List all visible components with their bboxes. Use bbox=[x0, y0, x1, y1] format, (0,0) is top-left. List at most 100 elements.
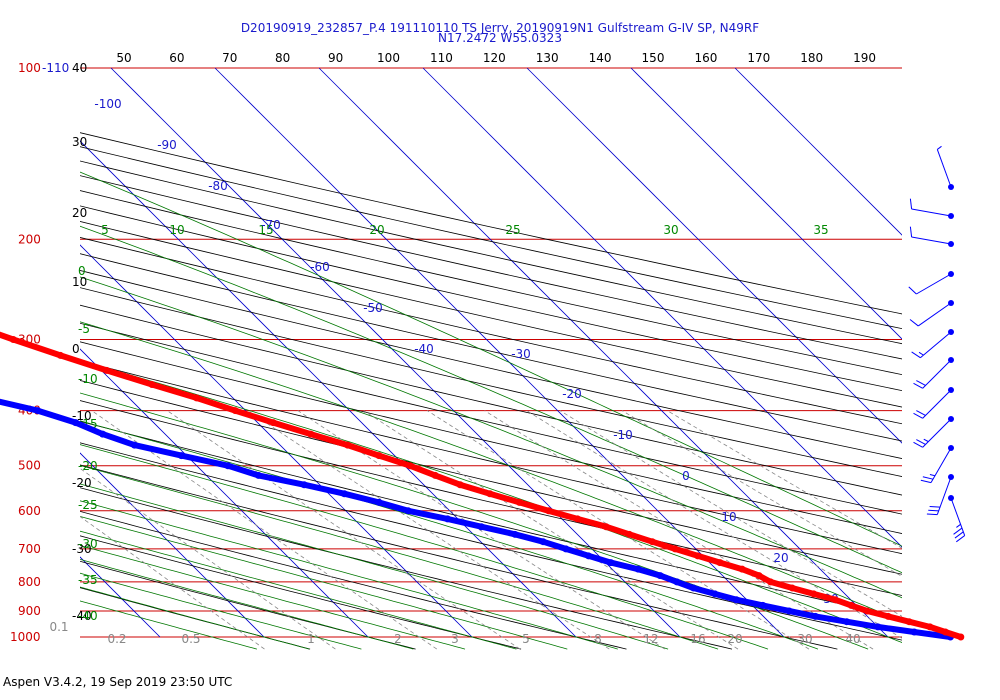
wind-barb-flag bbox=[909, 198, 913, 210]
mixing-ratio-label: 8 bbox=[594, 632, 602, 646]
isotherm-label: -30 bbox=[511, 347, 531, 361]
chart-title-line2: N17.2472 W55.0323 bbox=[438, 31, 562, 45]
mixing-ratio-label: 0.5 bbox=[181, 632, 200, 646]
moist-adiabat-line bbox=[80, 516, 568, 650]
top-axis-label: 160 bbox=[694, 51, 717, 65]
pressure-label: 500 bbox=[18, 459, 41, 473]
temperature-point bbox=[269, 419, 277, 427]
footer-version: Aspen V3.4.2, 19 Sep 2019 23:50 UTC bbox=[3, 675, 233, 689]
dry-adiabat-line bbox=[80, 287, 902, 477]
temperature-point bbox=[884, 612, 892, 620]
mixing-ratio-label: 5 bbox=[522, 632, 530, 646]
isotherm-line bbox=[214, 67, 785, 638]
wind-barb-flag bbox=[926, 513, 938, 516]
moist-adiabat-label: 20 bbox=[369, 223, 384, 237]
temperature-point bbox=[515, 498, 523, 506]
temperature-point bbox=[231, 407, 239, 415]
temperature-point bbox=[602, 523, 610, 531]
temperature-point bbox=[192, 394, 200, 402]
temperature-point bbox=[456, 481, 464, 489]
temperature-point bbox=[788, 584, 796, 592]
left-black-label: -30 bbox=[72, 542, 92, 556]
moist-adiabat-label: 25 bbox=[505, 223, 520, 237]
dewpoint-point bbox=[711, 590, 719, 598]
left-green-label: -10 bbox=[78, 372, 98, 386]
moist-adiabat-label: 10 bbox=[169, 223, 184, 237]
dewpoint-point bbox=[375, 498, 383, 506]
moist-adiabat-line bbox=[80, 558, 414, 650]
dewpoint-point bbox=[511, 530, 519, 538]
wind-barb-staff bbox=[920, 331, 952, 359]
wind-barb-flag bbox=[922, 476, 934, 480]
temperature-point bbox=[810, 590, 818, 598]
wind-barb-flag bbox=[909, 319, 919, 327]
mixing-ratio-label: 12 bbox=[643, 632, 658, 646]
left-green-label: -40 bbox=[78, 609, 98, 623]
wind-barb-half-flag bbox=[923, 438, 929, 443]
dewpoint-point bbox=[477, 523, 485, 531]
isotherm-line bbox=[110, 67, 681, 638]
left-black-label: 40 bbox=[72, 61, 87, 75]
left-black-label: 20 bbox=[72, 206, 87, 220]
moist-adiabat-line bbox=[80, 359, 902, 643]
moist-adiabat-line bbox=[80, 392, 869, 650]
wind-barb-staff bbox=[930, 447, 952, 483]
isotherm-line bbox=[630, 67, 902, 340]
dewpoint-point bbox=[607, 559, 615, 567]
isotherm-label: -70 bbox=[261, 218, 281, 232]
grid-lines bbox=[80, 67, 902, 650]
wind-barb-flag bbox=[954, 531, 964, 539]
pressure-label: -110 bbox=[42, 61, 69, 75]
left-black-label: 30 bbox=[72, 135, 87, 149]
dewpoint-point bbox=[874, 623, 882, 631]
temperature-point bbox=[307, 430, 315, 438]
top-axis-label: 180 bbox=[800, 51, 823, 65]
wind-barb bbox=[909, 300, 954, 327]
isotherm-line bbox=[734, 67, 902, 236]
wind-barb-half-flag bbox=[937, 145, 942, 150]
chart-title-line1: D20190919_232857_P.4 191110110 TS Jerry,… bbox=[240, 21, 760, 35]
dry-adiabat-line bbox=[80, 190, 902, 376]
wind-barb-staff bbox=[936, 149, 952, 188]
temperature-point bbox=[755, 572, 763, 580]
temperature-point bbox=[863, 607, 871, 615]
moist-adiabat-label: 30 bbox=[663, 223, 678, 237]
isotherm-line bbox=[80, 140, 577, 638]
temperature-point bbox=[648, 538, 656, 546]
wind-barb-staff bbox=[922, 389, 952, 419]
dry-adiabat-line bbox=[80, 400, 902, 596]
temperature-trace bbox=[0, 331, 964, 640]
dry-adiabat-line bbox=[80, 175, 902, 360]
wind-barb bbox=[909, 226, 954, 247]
dewpoint-point bbox=[72, 419, 80, 427]
pressure-label: 700 bbox=[18, 542, 41, 556]
moist-adiabat-line bbox=[80, 420, 819, 650]
wind-barb-staff bbox=[917, 302, 952, 327]
mixing-ratio-line bbox=[166, 410, 521, 650]
dry-adiabat-line bbox=[80, 132, 902, 315]
top-axis-label: 110 bbox=[430, 51, 453, 65]
isotherm-label: -50 bbox=[363, 301, 383, 315]
dry-adiabat-line bbox=[80, 237, 902, 425]
wind-barb-half-flag bbox=[918, 351, 924, 356]
dewpoint-point bbox=[443, 515, 451, 523]
dewpoint-point bbox=[689, 584, 697, 592]
temperature-point bbox=[625, 530, 633, 538]
left-green-label: -30 bbox=[78, 537, 98, 551]
dewpoint-point bbox=[177, 452, 185, 460]
temperature-point bbox=[148, 381, 156, 389]
pressure-label: 200 bbox=[18, 232, 41, 246]
wind-barb-flag bbox=[913, 441, 923, 448]
mixing-ratio-line bbox=[80, 467, 336, 650]
wind-barb bbox=[911, 329, 954, 359]
isotherm-label: -60 bbox=[310, 260, 330, 274]
dry-adiabat-line bbox=[80, 360, 902, 555]
moist-adiabat-line bbox=[80, 321, 902, 622]
temperature-point bbox=[766, 578, 774, 586]
top-axis-label: 140 bbox=[589, 51, 612, 65]
dewpoint-trace bbox=[0, 398, 954, 640]
temperature-point bbox=[716, 559, 724, 567]
temperature-point bbox=[9, 335, 17, 343]
